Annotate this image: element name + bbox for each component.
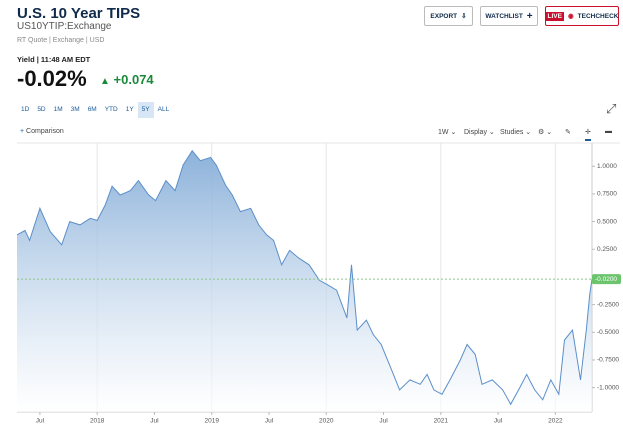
- y-tick-label: -1.0000: [597, 384, 619, 391]
- y-tick-label: -0.2500: [597, 301, 619, 308]
- label: 1W: [438, 129, 449, 136]
- label: Display: [464, 129, 487, 136]
- range-button[interactable]: YTD: [104, 106, 118, 113]
- icon: ⇩: [461, 13, 467, 20]
- settings[interactable]: ⚙ ⌄: [538, 129, 553, 136]
- label: TECHCHECK: [577, 12, 619, 20]
- current-flag: [592, 274, 621, 285]
- y-tick-label: -0.5000: [597, 329, 619, 336]
- x-tick-label: 2020: [319, 418, 334, 425]
- current-label: -0.0200: [595, 276, 617, 283]
- x-tick-label: Jul: [150, 418, 159, 425]
- x-tick-label: Jul: [36, 418, 45, 425]
- range-bar: 1D 5D 1M 3M 6M YTD 1Y 5Y ALL: [17, 102, 173, 118]
- x-tick-label: 2022: [548, 418, 563, 425]
- studies[interactable]: Studies ⌄: [500, 129, 532, 136]
- y-tick-label: -0.7500: [597, 357, 619, 364]
- expand-icon[interactable]: ⤢: [606, 101, 617, 116]
- change-value: +0.074: [113, 72, 154, 87]
- x-tick-label: Jul: [494, 418, 503, 425]
- area-fill: [17, 150, 592, 412]
- x-tick-label: 2019: [204, 418, 219, 425]
- range-button[interactable]: 5D: [37, 106, 46, 113]
- live-button[interactable]: LIVE ◉ TECHCHECK: [545, 6, 619, 26]
- range-button[interactable]: 6M: [87, 106, 97, 113]
- export-button[interactable]: EXPORT ⇩: [424, 6, 473, 26]
- label: WATCHLIST: [485, 12, 523, 20]
- change: ▲ +0.074: [100, 72, 154, 87]
- display[interactable]: Display ⌄: [464, 129, 495, 136]
- range-button[interactable]: 1Y: [125, 106, 134, 113]
- range-button[interactable]: 1D: [21, 106, 30, 113]
- x-tick-label: 2018: [90, 418, 105, 425]
- y-tick-label: 1.0000: [597, 163, 617, 170]
- label: EXPORT: [430, 12, 458, 20]
- range-button[interactable]: 5Y: [137, 102, 154, 118]
- last: -0.02%: [17, 66, 87, 91]
- range-button[interactable]: ALL: [157, 106, 170, 113]
- label: Comparison: [26, 128, 64, 135]
- yield-label: Yield | 11:48 AM EDT: [17, 55, 91, 64]
- y-tick-label: 0.2500: [597, 246, 617, 253]
- up-arrow: ▲: [100, 76, 110, 87]
- crosshair[interactable]: ✛: [585, 128, 591, 141]
- label: Studies: [500, 129, 524, 136]
- range-button[interactable]: 3M: [70, 106, 80, 113]
- comment[interactable]: ▬: [605, 128, 612, 135]
- range-button[interactable]: 1M: [53, 106, 63, 113]
- comparison[interactable]: + Comparison: [20, 128, 64, 135]
- symbol: US10YTIP:Exchange: [17, 21, 112, 32]
- y-tick-label: 0.5000: [597, 218, 617, 225]
- meta: RT Quote | Exchange | USD: [17, 37, 105, 44]
- watchlist-button[interactable]: WATCHLIST +: [480, 6, 538, 26]
- series-line: [16, 149, 593, 406]
- x-tick-label: 2021: [434, 418, 449, 425]
- x-tick-label: Jul: [379, 418, 388, 425]
- icon: +: [20, 128, 25, 135]
- icon: +: [526, 10, 533, 22]
- y-tick-label: 0.7500: [597, 191, 617, 198]
- draw-tool[interactable]: ✎: [565, 129, 571, 136]
- live: LIVE: [545, 11, 564, 21]
- x-tick-label: Jul: [265, 418, 274, 425]
- interval[interactable]: 1W ⌄: [438, 129, 457, 136]
- title: U.S. 10 Year TIPS: [17, 5, 141, 22]
- icon: ◉: [567, 13, 574, 20]
